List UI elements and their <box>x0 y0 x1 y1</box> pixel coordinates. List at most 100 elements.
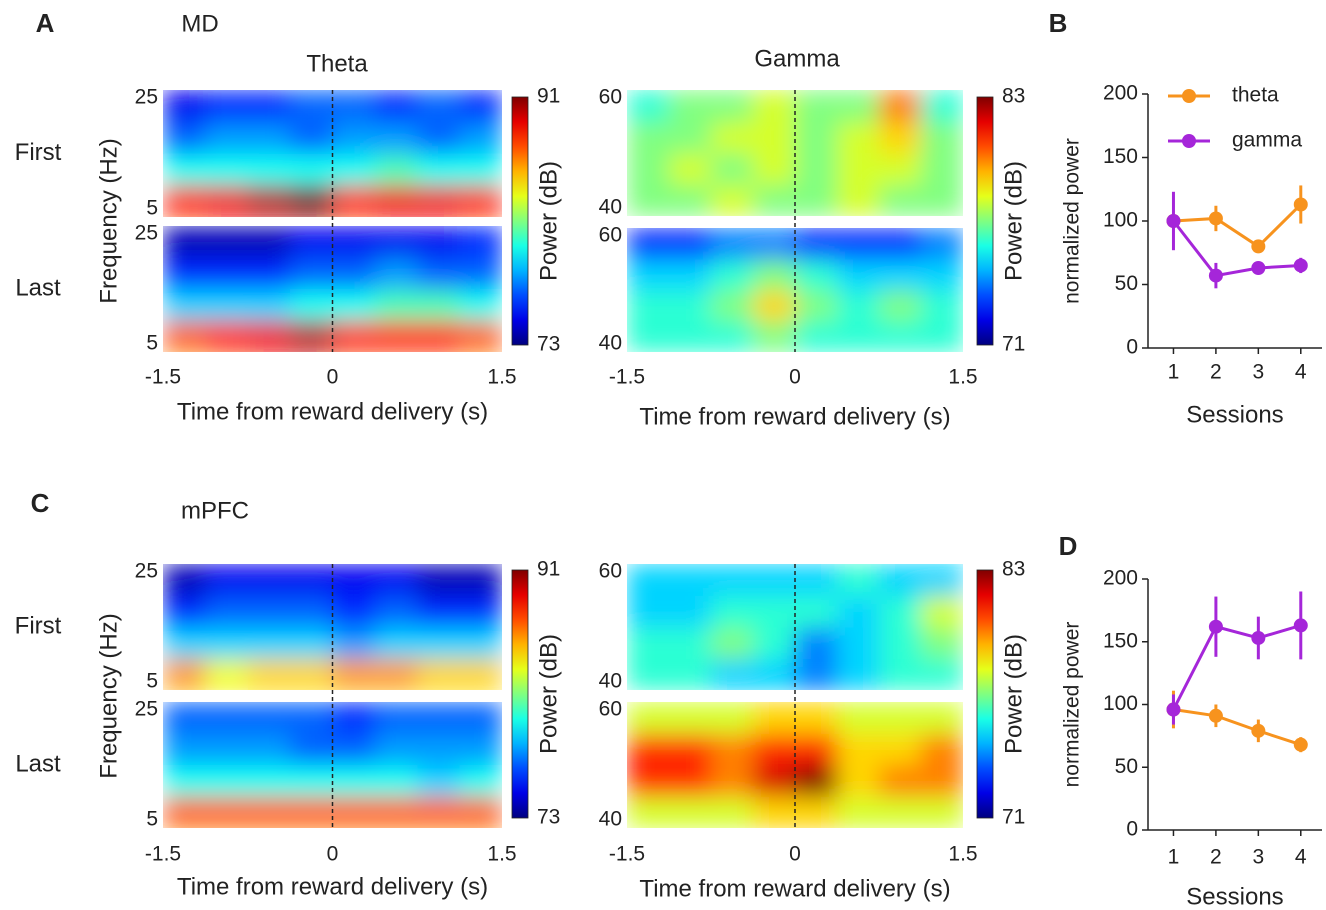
heatmap-cell <box>290 122 333 154</box>
heatmap-cell <box>879 659 922 691</box>
heatmap-cell <box>460 154 503 186</box>
heatmap-cell <box>205 122 248 154</box>
heatmap-cell <box>205 702 248 734</box>
heatmap-cell <box>837 797 880 829</box>
heatmap-cell <box>921 259 964 291</box>
heatmap-cell <box>163 289 206 321</box>
heatmap-cell <box>753 702 796 734</box>
heatmap-cell <box>879 797 922 829</box>
heatmap-cell <box>417 226 460 258</box>
x-axis-label: Time from reward delivery (s) <box>639 875 950 902</box>
data-point <box>1209 620 1223 634</box>
x-axis-label: Time from reward delivery (s) <box>177 398 488 425</box>
panel-title: Gamma <box>754 45 840 72</box>
heatmap-cell <box>669 90 712 122</box>
heatmap-cell <box>711 627 754 659</box>
heatmap-cell <box>163 564 206 596</box>
heatmap-cell <box>711 321 754 353</box>
y-tick-label: 5 <box>146 670 158 693</box>
heatmap-cell <box>669 702 712 734</box>
heatmap-cell <box>205 627 248 659</box>
heatmap-cell <box>248 185 291 217</box>
heatmap-cell <box>837 564 880 596</box>
heatmap-cell <box>290 734 333 766</box>
heatmap-cell <box>795 564 838 596</box>
heatmap-cell <box>248 90 291 122</box>
heatmap-cell <box>711 90 754 122</box>
data-point <box>1209 269 1223 283</box>
x-tick-label: 1.5 <box>487 366 516 389</box>
heatmap-cell <box>205 258 248 290</box>
heatmap-cell <box>460 90 503 122</box>
heatmap-cell <box>290 289 333 321</box>
heatmap-cell <box>627 185 670 217</box>
colorbar-tick-label: 73 <box>537 333 560 356</box>
heatmap-cell <box>711 259 754 291</box>
data-point <box>1166 214 1180 228</box>
colorbar <box>977 570 993 818</box>
heatmap-cell <box>837 596 880 628</box>
y-tick-label: 100 <box>1103 692 1138 715</box>
heatmap-cell <box>460 226 503 258</box>
legend-label: gamma <box>1232 129 1302 152</box>
heatmap-cell <box>333 596 376 628</box>
panel-title: Theta <box>306 50 368 77</box>
heatmap-cell <box>333 258 376 290</box>
heatmap-cell <box>460 258 503 290</box>
x-tick-label: -1.5 <box>609 843 645 866</box>
heatmap-cell <box>205 596 248 628</box>
heatmap-cell <box>460 765 503 797</box>
y-axis-label: normalized power <box>1061 138 1084 304</box>
heatmap-cell <box>333 90 376 122</box>
heatmap-cell <box>879 564 922 596</box>
colorbar-tick-label: 73 <box>537 806 560 829</box>
heatmap-cell <box>753 797 796 829</box>
heatmap-cell <box>711 228 754 260</box>
heatmap-cell <box>837 259 880 291</box>
heatmap-cell <box>290 627 333 659</box>
heatmap-cell <box>290 154 333 186</box>
heatmap-cell <box>921 627 964 659</box>
series-line <box>1173 625 1300 709</box>
heatmap-cell <box>333 702 376 734</box>
heatmap-cell <box>205 321 248 353</box>
y-axis-label: Frequency (Hz) <box>95 138 122 303</box>
heatmap-cell <box>163 596 206 628</box>
heatmap-cell <box>837 702 880 734</box>
y-tick-label: 200 <box>1103 82 1138 105</box>
heatmap-cell <box>795 290 838 322</box>
heatmap-cell <box>460 627 503 659</box>
x-tick-label: 0 <box>327 366 339 389</box>
heatmap-cell <box>163 734 206 766</box>
heatmap-cell <box>248 734 291 766</box>
heatmap-cell <box>753 153 796 185</box>
heatmap-cell <box>205 289 248 321</box>
y-tick-label: 60 <box>599 560 622 583</box>
heatmap-cell <box>921 797 964 829</box>
heatmap-cell <box>753 290 796 322</box>
heatmap-cell <box>375 154 418 186</box>
heatmap-cell <box>417 797 460 829</box>
y-axis-label: Frequency (Hz) <box>95 613 122 778</box>
heatmap-cell <box>375 627 418 659</box>
heatmap-cell <box>921 564 964 596</box>
heatmap-cell <box>753 259 796 291</box>
heatmap-cell <box>248 258 291 290</box>
heatmap-cell <box>921 228 964 260</box>
heatmap-cell <box>417 185 460 217</box>
heatmap-cell <box>460 702 503 734</box>
heatmap-cell <box>921 596 964 628</box>
heatmap-cell <box>163 154 206 186</box>
x-tick-label: -1.5 <box>145 843 181 866</box>
heatmap-cell <box>921 90 964 122</box>
heatmap-cell <box>627 627 670 659</box>
heatmap-cell <box>921 659 964 691</box>
legend-marker <box>1182 89 1196 103</box>
y-tick-label: 50 <box>1115 755 1138 778</box>
heatmap-cell <box>163 797 206 829</box>
heatmap-cell <box>375 564 418 596</box>
heatmap-cell <box>290 226 333 258</box>
heatmap-cell <box>375 321 418 353</box>
x-axis-label: Sessions <box>1186 401 1283 428</box>
heatmap-cell <box>879 702 922 734</box>
